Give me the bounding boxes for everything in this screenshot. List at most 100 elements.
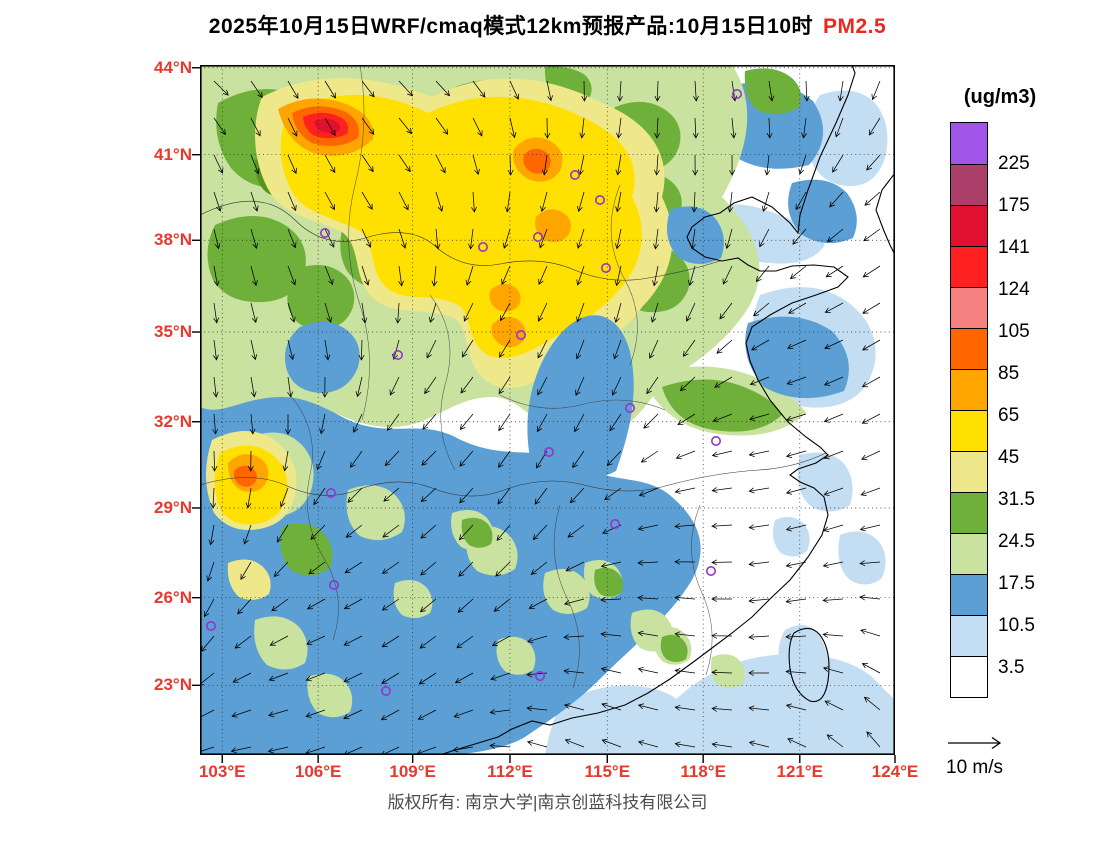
legend-value-label: 124 bbox=[998, 279, 1030, 300]
wind-arrow-icon bbox=[653, 154, 660, 176]
wind-arrow-icon bbox=[472, 117, 483, 137]
wind-arrow-icon bbox=[826, 228, 844, 243]
wind-arrow-icon bbox=[500, 302, 511, 322]
wind-arrow-icon bbox=[536, 413, 548, 433]
wind-arrow-icon bbox=[674, 631, 696, 638]
wind-arrow-icon bbox=[213, 228, 221, 250]
wind-arrow-icon bbox=[212, 376, 219, 398]
wind-arrow-icon bbox=[768, 80, 775, 102]
wind-arrow-icon bbox=[461, 339, 474, 358]
station-marker bbox=[329, 579, 340, 590]
wind-arrow-icon bbox=[537, 376, 548, 396]
wind-arrow-icon bbox=[507, 154, 514, 176]
wind-arrow-icon bbox=[435, 117, 449, 135]
pm25-region-blue-intrusion bbox=[284, 321, 360, 393]
wind-arrow-icon bbox=[714, 376, 733, 388]
wind-arrow-icon bbox=[834, 117, 844, 138]
pm25-region-pale-blue bbox=[797, 452, 853, 512]
station-marker bbox=[609, 518, 620, 529]
wind-arrow-icon bbox=[616, 117, 622, 139]
y-tick-label: 29°N bbox=[154, 497, 192, 517]
wind-arrow-icon bbox=[824, 700, 844, 711]
legend-value-label: 225 bbox=[998, 153, 1030, 174]
wind-arrow-icon bbox=[572, 450, 585, 469]
rivers bbox=[200, 200, 827, 497]
legend-value-label: 3.5 bbox=[998, 657, 1025, 678]
wind-arrow-icon bbox=[347, 487, 363, 503]
pm25-region-orange bbox=[535, 209, 571, 242]
wind-arrow-icon bbox=[567, 524, 585, 538]
pm25-region-pale-green bbox=[307, 673, 353, 718]
station-marker bbox=[705, 565, 716, 576]
wind-arrow-icon bbox=[648, 339, 659, 359]
wind-arrow-icon bbox=[564, 738, 585, 748]
province-borders bbox=[499, 394, 666, 411]
wind-arrow-icon bbox=[614, 302, 622, 324]
wind-arrow-icon bbox=[823, 450, 844, 460]
wind-arrow-icon bbox=[361, 154, 374, 173]
title-pollutant-label: PM2.5 bbox=[823, 15, 887, 38]
wind-arrow-icon bbox=[785, 487, 807, 495]
wind-arrow-icon bbox=[692, 117, 699, 139]
wind-arrow-icon bbox=[866, 731, 881, 748]
wind-arrow-icon bbox=[711, 632, 733, 639]
wind-arrow-icon bbox=[250, 376, 257, 398]
wind-arrow-icon bbox=[789, 265, 807, 280]
wind-reference-arrow-icon bbox=[948, 736, 1002, 750]
wind-arrow-icon bbox=[862, 339, 881, 351]
pm25-region-blue-intrusion bbox=[284, 206, 849, 481]
rivers bbox=[200, 452, 827, 497]
pm25-region-pale-green bbox=[710, 654, 745, 689]
wind-arrow-icon bbox=[452, 746, 474, 753]
wind-arrow-icon bbox=[646, 376, 659, 395]
wind-arrow-icon bbox=[212, 413, 219, 435]
wind-arrow-icon bbox=[458, 524, 474, 541]
wind-arrow-icon bbox=[271, 598, 289, 612]
wind-arrow-icon bbox=[491, 635, 511, 647]
x-tick-label: 115°E bbox=[584, 762, 631, 781]
wind-arrow-icon bbox=[711, 559, 733, 566]
wind-arrow-icon bbox=[748, 634, 770, 640]
wind-arrow-icon bbox=[324, 339, 331, 361]
wind-arrow-icon bbox=[419, 635, 437, 649]
wind-arrow-icon bbox=[267, 746, 289, 754]
wind-arrow-icon bbox=[868, 117, 881, 136]
wind-arrow-icon bbox=[431, 265, 438, 287]
y-tick-label: 38°N bbox=[154, 230, 192, 250]
wind-arrow-icon bbox=[764, 154, 771, 176]
wind-arrow-icon bbox=[343, 709, 363, 720]
wind-arrow-icon bbox=[434, 228, 441, 250]
axis-tick-marks bbox=[192, 67, 896, 763]
wind-arrow-icon bbox=[240, 561, 252, 580]
wind-arrow-icon bbox=[250, 80, 263, 99]
wind-arrow-icon bbox=[795, 191, 807, 211]
pm25-region-orange bbox=[491, 317, 526, 348]
wind-arrow-icon bbox=[711, 705, 733, 712]
wind-arrow-icon bbox=[386, 413, 400, 431]
wind-arrow-icon bbox=[759, 228, 770, 248]
wind-arrow-icon bbox=[711, 522, 733, 529]
wind-arrow-icon bbox=[504, 191, 511, 213]
wind-arrow-icon bbox=[324, 265, 334, 286]
wind-arrow-icon bbox=[712, 413, 733, 423]
wind-arrow-icon bbox=[460, 376, 474, 394]
legend-value-label: 31.5 bbox=[998, 489, 1035, 510]
wind-arrow-icon bbox=[424, 376, 437, 395]
legend-swatch bbox=[951, 615, 987, 656]
map-plot bbox=[192, 65, 896, 763]
wind-arrow-icon bbox=[576, 302, 585, 323]
wind-arrow-icon bbox=[787, 738, 807, 748]
wind-arrow-icon bbox=[822, 561, 844, 568]
wind-arrow-icon bbox=[389, 376, 400, 396]
wind-arrow-icon bbox=[611, 376, 622, 396]
wind-arrow-icon bbox=[606, 450, 622, 467]
station-marker bbox=[532, 232, 543, 243]
wind-arrow-icon bbox=[420, 524, 437, 539]
wind-arrow-icon bbox=[749, 376, 770, 386]
wind-arrow-icon bbox=[832, 154, 844, 173]
wind-arrow-icon bbox=[792, 228, 807, 245]
legend-value-label: 85 bbox=[998, 363, 1020, 384]
pm25-region-green bbox=[280, 523, 333, 576]
wind-arrow-icon bbox=[527, 635, 548, 644]
legend-swatch bbox=[951, 533, 987, 574]
